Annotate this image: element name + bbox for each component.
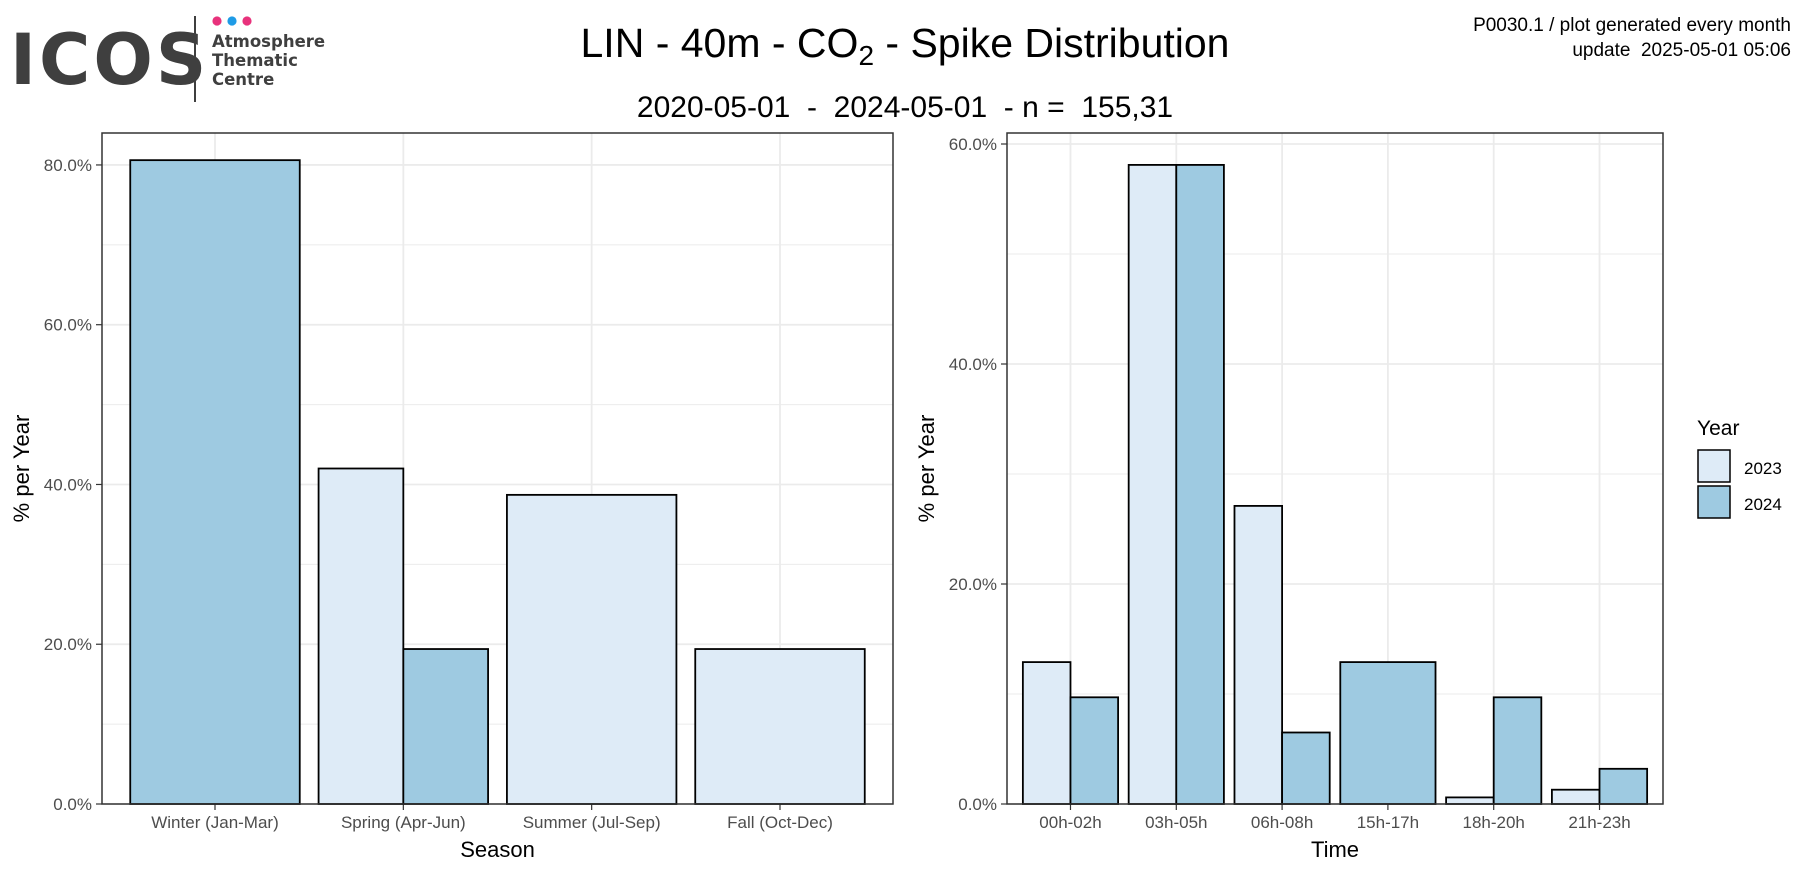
legend-label-2024: 2024 bbox=[1744, 495, 1782, 514]
y-tick-label: 80.0% bbox=[44, 156, 92, 175]
bar-2024-21h-23h bbox=[1598, 767, 1649, 805]
bar-2024-03h-05h bbox=[1175, 163, 1225, 805]
y-axis-title: % per Year bbox=[9, 415, 34, 523]
logo-line-1: Atmosphere bbox=[212, 32, 325, 51]
bar-2024-spring-apr-jun- bbox=[402, 648, 489, 805]
update-timestamp: update 2025-05-01 05:06 bbox=[1572, 40, 1791, 61]
bar-2024-18h-20h bbox=[1492, 696, 1543, 805]
bar-2023-18h-20h bbox=[1445, 796, 1495, 805]
bar-2023-spring-apr-jun- bbox=[317, 467, 405, 805]
x-tick-label: 06h-08h bbox=[1251, 813, 1313, 832]
x-tick-label: Spring (Apr-Jun) bbox=[341, 813, 466, 832]
chart-subtitle: 2020-05-01 - 2024-05-01 - n = 155,31 bbox=[637, 91, 1173, 124]
logo-wordmark: ICOS bbox=[10, 19, 209, 101]
icos-logo: ICOS Atmosphere Thematic Centre bbox=[10, 16, 325, 102]
y-tick-label: 40.0% bbox=[44, 475, 92, 494]
x-tick-label: 21h-23h bbox=[1568, 813, 1630, 832]
y-tick-label: 0.0% bbox=[958, 795, 997, 814]
y-tick-label: 60.0% bbox=[44, 316, 92, 335]
bar-2024-winter-jan-mar- bbox=[129, 159, 301, 805]
logo-line-3: Centre bbox=[212, 70, 274, 89]
plot-background bbox=[1007, 133, 1663, 804]
bar-2023-summer-jul-sep- bbox=[506, 493, 678, 805]
x-tick-label: 03h-05h bbox=[1145, 813, 1207, 832]
x-axis-title: Season bbox=[460, 837, 535, 862]
bar-2023-06h-08h bbox=[1233, 504, 1283, 805]
x-tick-label: Winter (Jan-Mar) bbox=[151, 813, 279, 832]
y-tick-label: 20.0% bbox=[949, 575, 997, 594]
chart-title-subscript: 2 bbox=[858, 40, 874, 71]
x-tick-label: Summer (Jul-Sep) bbox=[523, 813, 661, 832]
chart-title: LIN - 40m - CO2 - Spike Distribution bbox=[581, 20, 1230, 71]
logo-dot-3 bbox=[242, 16, 252, 26]
legend-swatch-2023 bbox=[1697, 449, 1731, 483]
panel-border bbox=[1006, 132, 1664, 805]
logo-dot-1 bbox=[212, 16, 222, 26]
season-panel: 0.0% 20.0% 40.0% 60.0% 80.0% Winter (Jan-Mar)… bbox=[9, 132, 894, 862]
plot-id-text: P0030.1 / plot generated every month bbox=[1473, 15, 1791, 36]
bar-2023-00h-02h bbox=[1021, 661, 1072, 805]
legend: Year 2023 2024 bbox=[1697, 417, 1782, 519]
panel-border bbox=[101, 132, 894, 805]
y-tick-label: 60.0% bbox=[949, 135, 997, 154]
bar-2024-00h-02h bbox=[1069, 696, 1119, 805]
bar-2023-fall-oct-dec- bbox=[694, 648, 866, 805]
bar-2024-15h-17h bbox=[1339, 661, 1437, 805]
chart-title-prefix: LIN - 40m - CO bbox=[581, 20, 859, 66]
y-tick-label: 20.0% bbox=[44, 635, 92, 654]
x-tick-label: 18h-20h bbox=[1463, 813, 1525, 832]
bar-2023-03h-05h bbox=[1127, 163, 1178, 805]
legend-label-2023: 2023 bbox=[1744, 459, 1782, 478]
x-tick-label: Fall (Oct-Dec) bbox=[727, 813, 833, 832]
logo-dot-2 bbox=[227, 16, 237, 26]
y-axis-title: % per Year bbox=[914, 415, 939, 523]
logo-line-2: Thematic bbox=[212, 51, 298, 70]
x-tick-label: 15h-17h bbox=[1357, 813, 1419, 832]
y-tick-label: 40.0% bbox=[949, 355, 997, 374]
x-tick-label: 00h-02h bbox=[1039, 813, 1101, 832]
y-tick-label: 0.0% bbox=[53, 795, 92, 814]
legend-swatch-2024 bbox=[1697, 485, 1731, 519]
bar-2023-21h-23h bbox=[1551, 788, 1601, 805]
time-panel: 0.0% 20.0% 40.0% 60.0% 00h-02h 03h-05h 06h-08h… bbox=[914, 132, 1664, 862]
x-axis-title: Time bbox=[1311, 837, 1359, 862]
chart-title-suffix: - Spike Distribution bbox=[874, 20, 1229, 66]
legend-title: Year bbox=[1697, 417, 1739, 440]
bar-2024-06h-08h bbox=[1281, 731, 1331, 805]
